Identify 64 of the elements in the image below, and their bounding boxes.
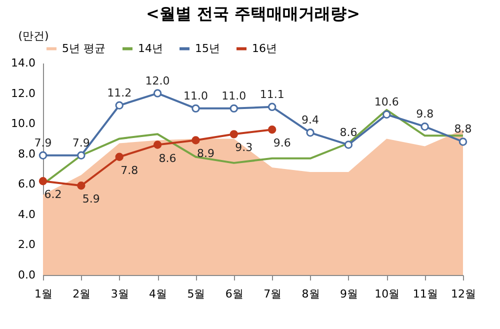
x-tick-label: 9월 bbox=[340, 288, 358, 300]
y-tick-label: 6.0 bbox=[18, 178, 36, 191]
legend-label: 14년 bbox=[138, 42, 163, 55]
data-label: 8.6 bbox=[340, 126, 358, 139]
point bbox=[306, 128, 314, 137]
point bbox=[192, 104, 200, 113]
x-tick-label: 2월 bbox=[72, 288, 91, 300]
data-label: 11.2 bbox=[107, 86, 132, 100]
data-label: 7.9 bbox=[72, 136, 90, 150]
point bbox=[77, 182, 86, 190]
point bbox=[230, 130, 238, 138]
point bbox=[420, 122, 429, 131]
point bbox=[230, 104, 238, 113]
x-tick-label: 5월 bbox=[187, 288, 206, 300]
data-label: 11.0 bbox=[222, 89, 246, 102]
point bbox=[115, 152, 124, 161]
legend-label: 16년 bbox=[252, 42, 277, 55]
data-label: 8.9 bbox=[196, 147, 214, 160]
y-tick-label: 10.0 bbox=[11, 117, 36, 130]
x-tick-label: 8월 bbox=[302, 288, 320, 300]
point bbox=[115, 101, 124, 110]
point bbox=[268, 126, 276, 134]
data-label: 9.3 bbox=[235, 141, 253, 154]
y-tick-label: 4.0 bbox=[18, 208, 36, 221]
x-tick-label: 4월 bbox=[149, 288, 168, 300]
data-label: 8.6 bbox=[158, 152, 176, 165]
data-label: 9.6 bbox=[273, 136, 291, 150]
data-label: 8.8 bbox=[454, 122, 472, 136]
point bbox=[268, 102, 276, 112]
x-tick-label: 1월 bbox=[34, 288, 52, 300]
point bbox=[38, 151, 48, 160]
point bbox=[192, 136, 200, 144]
x-tick-label: 10월 bbox=[374, 288, 400, 300]
data-label: 9.4 bbox=[302, 114, 320, 127]
data-label: 9.8 bbox=[416, 108, 434, 121]
data-label: 7.9 bbox=[34, 136, 52, 150]
y-tick-label: 14.0 bbox=[11, 56, 36, 70]
data-label: 11.1 bbox=[260, 88, 284, 101]
y-tick-label: 0.0 bbox=[18, 268, 36, 282]
point bbox=[77, 151, 86, 160]
point bbox=[153, 89, 162, 98]
data-label: 5.9 bbox=[82, 192, 100, 206]
point bbox=[153, 140, 162, 149]
data-label: 12.0 bbox=[145, 74, 170, 88]
point bbox=[344, 140, 353, 149]
x-tick-label: 6월 bbox=[225, 288, 244, 300]
point bbox=[38, 177, 48, 186]
data-label: 10.6 bbox=[374, 95, 399, 108]
data-label: 6.2 bbox=[44, 188, 62, 202]
legend-label: 5년 평균 bbox=[62, 42, 106, 55]
x-tick-label: 7월 bbox=[264, 288, 282, 300]
y-tick-label: 2.0 bbox=[18, 238, 36, 252]
data-label: 7.8 bbox=[120, 164, 138, 177]
x-tick-label: 3월 bbox=[110, 288, 129, 300]
chart-title: <월별 전국 주택매매거래량> bbox=[146, 4, 360, 23]
point bbox=[382, 110, 391, 119]
y-tick-label: 12.0 bbox=[11, 86, 36, 100]
y-tick-label: 8.0 bbox=[18, 147, 36, 160]
legend-label: 15년 bbox=[195, 42, 220, 55]
data-label: 11.0 bbox=[183, 89, 208, 102]
point bbox=[458, 138, 468, 146]
y-axis-title: (만건) bbox=[18, 30, 49, 42]
x-tick-label: 11월 bbox=[412, 288, 438, 300]
x-tick-label: 12월 bbox=[451, 288, 476, 300]
